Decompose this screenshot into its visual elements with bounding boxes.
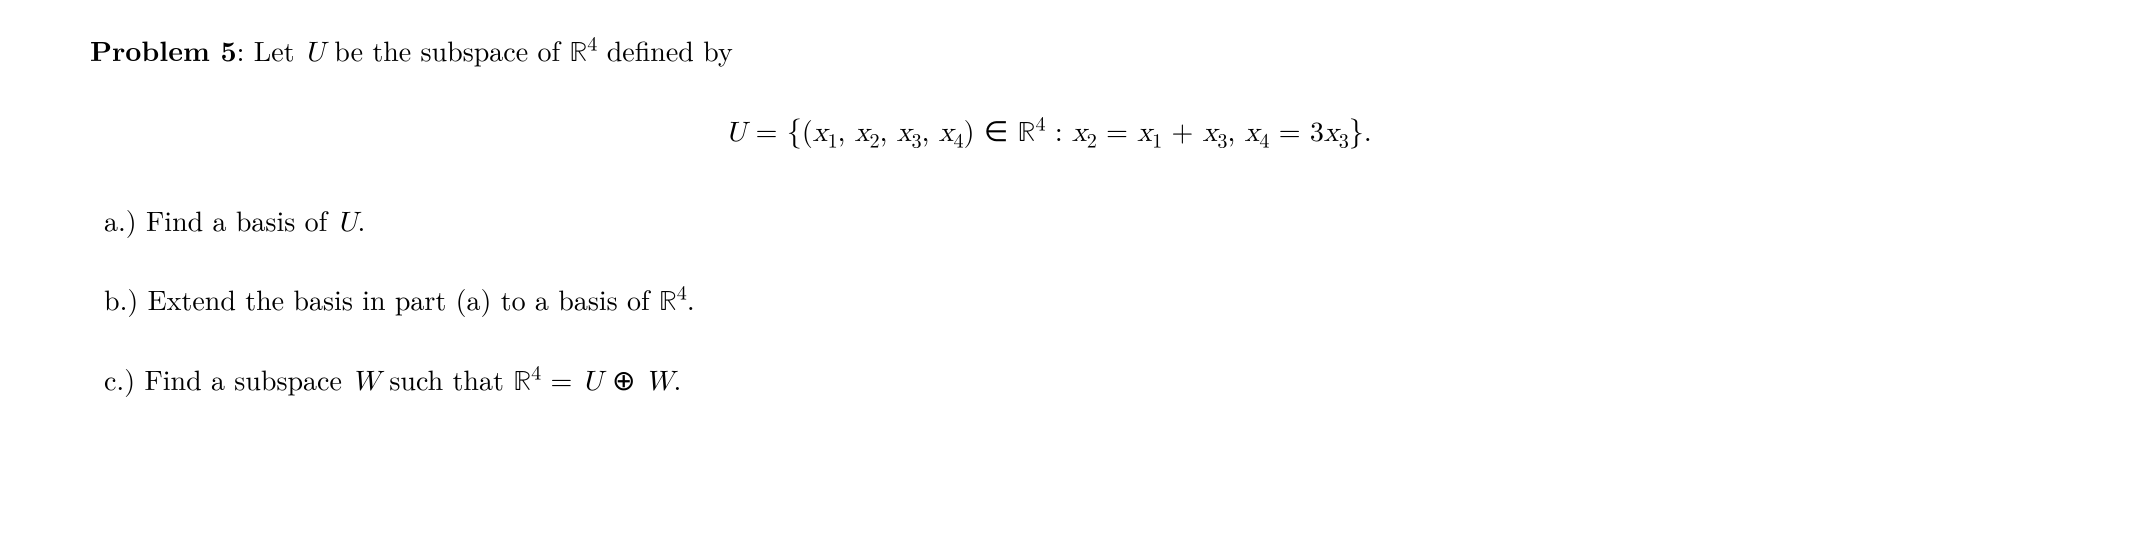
part-b-R: ℝ — [659, 288, 677, 316]
part-c-oplus: ⊕ — [603, 359, 645, 399]
part-a-U: U — [337, 209, 358, 237]
part-c-R: ℝ — [513, 368, 531, 396]
part-c-U: U — [582, 368, 603, 396]
display-equation: U = {(x1, x2, x3, x4) ∈ ℝ4 : x2 = x1 + x… — [50, 109, 2047, 151]
part-b-exp4: 4 — [677, 277, 687, 306]
part-a: a.) Find a basis of U. — [90, 202, 2047, 241]
eq-x3: x3 — [897, 119, 922, 147]
eq-rbrace: } — [1349, 107, 1364, 150]
x-glyph: x — [1137, 119, 1152, 147]
eq-x2b: x2 — [1072, 119, 1097, 147]
part-b-space — [138, 279, 147, 319]
part-a-label: a.) — [104, 200, 137, 240]
part-a-pre: Find a basis of — [146, 200, 337, 240]
eq-x4b: x4 — [1245, 119, 1270, 147]
eq-equals-3: = — [1269, 110, 1309, 150]
x-glyph: x — [1072, 119, 1087, 147]
eq-x2: x2 — [855, 119, 880, 147]
sub-3: 3 — [1217, 132, 1227, 152]
x-glyph: x — [939, 119, 954, 147]
separator: : — [237, 30, 254, 70]
eq-colon: : — [1046, 110, 1072, 150]
eq-comma-1: , — [838, 110, 855, 150]
sub-2: 2 — [870, 132, 880, 152]
problem-heading-line: Problem 5: Let U be the subspace of ℝ4 d… — [90, 32, 2047, 71]
part-c-post: . — [674, 359, 682, 399]
part-c-W2: W — [645, 368, 674, 396]
part-c-eq: = — [541, 359, 581, 399]
part-b: b.) Extend the basis in part (a) to a ba… — [90, 281, 2047, 320]
part-a-space — [137, 200, 146, 240]
sub-3: 3 — [912, 132, 922, 152]
eq-x1: x1 — [813, 119, 838, 147]
exponent-4: 4 — [587, 28, 597, 57]
x-glyph: x — [855, 119, 870, 147]
eq-exp4: 4 — [1035, 108, 1045, 137]
intro-post: defined by — [597, 30, 732, 70]
eq-lparen: ( — [802, 110, 813, 150]
eq-rparen: ) — [964, 110, 975, 150]
page: Problem 5: Let U be the subspace of ℝ4 d… — [0, 0, 2137, 538]
part-b-pre: Extend the basis in part (a) to a basis … — [148, 279, 659, 319]
eq-three: 3 — [1310, 110, 1324, 150]
eq-equals-2: = — [1097, 110, 1137, 150]
eq-lbrace: { — [787, 107, 802, 150]
eq-U: U — [725, 119, 746, 147]
eq-plus: + — [1162, 110, 1202, 150]
eq-comma-2: , — [880, 110, 897, 150]
part-b-label: b.) — [104, 279, 138, 319]
x-glyph: x — [813, 119, 828, 147]
sub-4: 4 — [954, 132, 964, 152]
sub-1: 1 — [1152, 132, 1162, 152]
eq-dot: . — [1364, 110, 1372, 150]
eq-x3b: x3 — [1203, 119, 1228, 147]
eq-x1b: x1 — [1137, 119, 1162, 147]
eq-comma-4: , — [1227, 110, 1244, 150]
x-glyph: x — [1324, 119, 1339, 147]
part-c-W: W — [351, 368, 380, 396]
part-c-pre: Find a subspace — [144, 359, 351, 399]
x-glyph: x — [1245, 119, 1260, 147]
part-c-mid: such that — [380, 359, 513, 399]
var-U: U — [304, 39, 325, 67]
eq-x4: x4 — [939, 119, 964, 147]
eq-in: ∈ — [975, 110, 1018, 150]
part-c-exp4: 4 — [531, 356, 541, 385]
eq-x3c: x3 — [1324, 119, 1349, 147]
problem-label: Problem 5 — [90, 30, 237, 70]
part-a-post: . — [358, 200, 366, 240]
eq-comma-3: , — [922, 110, 939, 150]
part-b-post: . — [687, 279, 695, 319]
part-c-label: c.) — [104, 359, 135, 399]
intro-pre: Let — [254, 30, 304, 70]
sub-1: 1 — [828, 132, 838, 152]
sub-4: 4 — [1259, 132, 1269, 152]
eq-R: ℝ — [1018, 119, 1036, 147]
x-glyph: x — [897, 119, 912, 147]
blackboard-R: ℝ — [569, 39, 587, 67]
x-glyph: x — [1203, 119, 1218, 147]
intro-mid: be the subspace of — [325, 30, 570, 70]
sub-3: 3 — [1339, 132, 1349, 152]
part-c: c.) Find a subspace W such that ℝ4 = U ⊕… — [90, 361, 2047, 400]
eq-equals-1: = — [746, 110, 786, 150]
sub-2: 2 — [1087, 132, 1097, 152]
